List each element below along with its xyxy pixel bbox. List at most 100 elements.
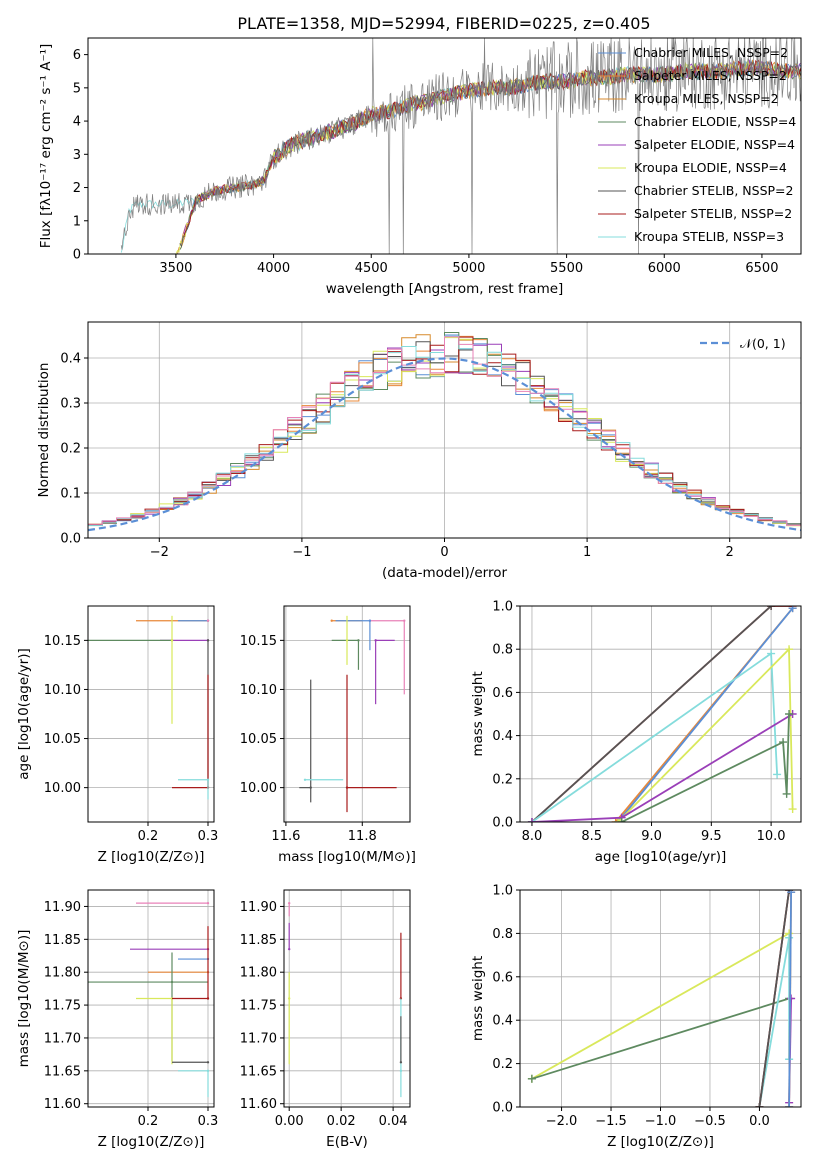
y-tick-label: 0.0 — [492, 816, 513, 831]
y-tick-label: 11.60 — [240, 1097, 277, 1112]
y-tick-label: 11.70 — [240, 1031, 277, 1046]
y-tick-label: 11.60 — [44, 1097, 81, 1112]
x-axis-label: Z [log10(Z/Z⊙)] — [607, 1134, 714, 1150]
spectrum-plot-area — [120, 38, 801, 254]
y-axis-label: Flux [fλ10⁻¹⁷ erg cm⁻² s⁻¹ A⁻¹] — [38, 44, 54, 249]
weight-marker — [788, 805, 797, 814]
x-tick-label: 6500 — [745, 261, 778, 276]
data-point — [206, 639, 210, 642]
weight-marker — [614, 818, 623, 822]
weight-series-line — [758, 937, 790, 1107]
y-axis-label: Normed distribution — [36, 363, 52, 498]
y-axis-label: mass [log10(M/M⊙)] — [16, 930, 32, 1068]
y-tick-label: 0.6 — [492, 970, 513, 985]
weight-series-line — [758, 890, 790, 1107]
x-tick-label: 3500 — [159, 261, 192, 276]
x-tick-label: 0.2 — [138, 1114, 159, 1129]
data-point — [399, 1069, 403, 1073]
histogram-series — [88, 336, 801, 526]
weight-marker — [785, 933, 794, 942]
x-tick-label: 2 — [726, 545, 734, 560]
x-axis-label: mass [log10(M/M⊙)] — [278, 849, 416, 865]
weight-marker — [527, 1074, 536, 1083]
weight-series-line — [531, 997, 790, 1080]
y-tick-label: 0.2 — [492, 772, 513, 787]
y-tick-label: 11.70 — [44, 1031, 81, 1046]
y-tick-label: 3 — [73, 148, 81, 163]
y-tick-label: 5 — [73, 81, 81, 96]
y-tick-label: 10.05 — [240, 732, 277, 747]
x-tick-label: 9.0 — [641, 829, 662, 844]
y-tick-label: 11.90 — [240, 900, 277, 915]
x-tick-label: 0 — [440, 545, 448, 560]
y-axis-label: mass weight — [470, 956, 486, 1041]
observed-spectrum-line — [120, 38, 801, 254]
x-tick-label: 5500 — [550, 261, 583, 276]
data-point — [170, 639, 174, 642]
data-point — [206, 1069, 210, 1073]
mass_vs_Z-plot-area — [88, 901, 210, 1098]
y-tick-label: 0.6 — [492, 686, 513, 701]
weight-marker — [767, 649, 776, 658]
x-tick-label: −2.0 — [546, 1114, 578, 1129]
y-axis-label: mass weight — [470, 671, 486, 756]
x-tick-label: −1.5 — [595, 1114, 627, 1129]
weight-marker — [785, 710, 794, 718]
x-tick-label: 4500 — [355, 261, 388, 276]
y-tick-label: 10.15 — [44, 634, 81, 649]
x-tick-label: −1 — [292, 545, 311, 560]
y-tick-label: 10.10 — [44, 683, 81, 698]
y-tick-label: 11.85 — [44, 933, 81, 948]
y-tick-label: 0.2 — [492, 1057, 513, 1072]
legend-entry: 𝒩(0, 1) — [740, 336, 786, 351]
y-tick-label: 0 — [73, 248, 81, 263]
x-axis-label: Z [log10(Z/Z⊙)] — [98, 1134, 205, 1150]
y-tick-label: 11.65 — [240, 1064, 277, 1079]
spectrum-frame — [87, 37, 802, 255]
y-tick-label: 0.2 — [60, 442, 81, 457]
age_vs_Z-axes: 0.2 0.3 10.00 10.05 10.10 10.15 Z [log10(Z/Z⊙)… — [16, 605, 218, 865]
data-point — [309, 786, 312, 789]
weight-series-line — [531, 606, 793, 822]
x-tick-label: 6000 — [648, 261, 681, 276]
legend-entry: Salpeter ELODIE, NSSP=4 — [634, 137, 795, 152]
mass_vs_ebv-frame — [283, 889, 411, 1108]
data-point — [330, 619, 333, 622]
x-tick-label: 0.3 — [198, 1114, 219, 1129]
model-spectrum-line — [183, 58, 801, 237]
x-tick-label: −0.5 — [694, 1114, 726, 1129]
data-point — [345, 639, 349, 642]
weight-marker — [779, 738, 788, 747]
residuals-frame — [87, 321, 802, 539]
data-point — [287, 901, 291, 905]
data-point — [206, 619, 210, 622]
x-tick-label: 11.6 — [271, 829, 300, 844]
data-point — [170, 980, 174, 984]
data-point — [287, 947, 291, 951]
y-tick-label: 11.75 — [240, 999, 277, 1014]
y-tick-label: 0.4 — [60, 352, 81, 367]
x-tick-label: 5000 — [452, 261, 485, 276]
weight-marker — [785, 1103, 794, 1107]
residuals-plot-area — [88, 332, 801, 532]
legend-entry: Salpeter MILES, NSSP=2 — [634, 68, 787, 83]
data-point — [399, 1061, 403, 1064]
y-tick-label: 11.75 — [44, 999, 81, 1014]
legend-entry: Chabrier STELIB, NSSP=2 — [634, 183, 794, 198]
weight-series-line — [617, 607, 794, 822]
mass_vs_ebv-plot-area — [287, 901, 403, 1098]
residual-legend: 𝒩(0, 1) — [700, 336, 786, 351]
x-axis-label: age [log10(age/yr)] — [595, 849, 727, 865]
weight_vs_age-frame — [519, 605, 802, 823]
y-tick-label: 0.0 — [492, 1101, 513, 1116]
legend-entry: Kroupa STELIB, NSSP=3 — [634, 229, 784, 244]
y-tick-label: 0.0 — [60, 532, 81, 547]
x-tick-label: 1 — [583, 545, 591, 560]
data-point — [357, 639, 360, 642]
x-tick-label: 9.5 — [701, 829, 722, 844]
y-tick-label: 11.80 — [44, 966, 81, 981]
weight-series-line — [531, 932, 790, 1080]
x-tick-label: 4000 — [257, 261, 290, 276]
weight_vs_age-axes: 8.0 8.5 9.0 9.5 10.0 0.0 0.2 0.4 0.6 0.8 1.0 age [l… — [470, 600, 802, 865]
data-point — [374, 639, 377, 642]
